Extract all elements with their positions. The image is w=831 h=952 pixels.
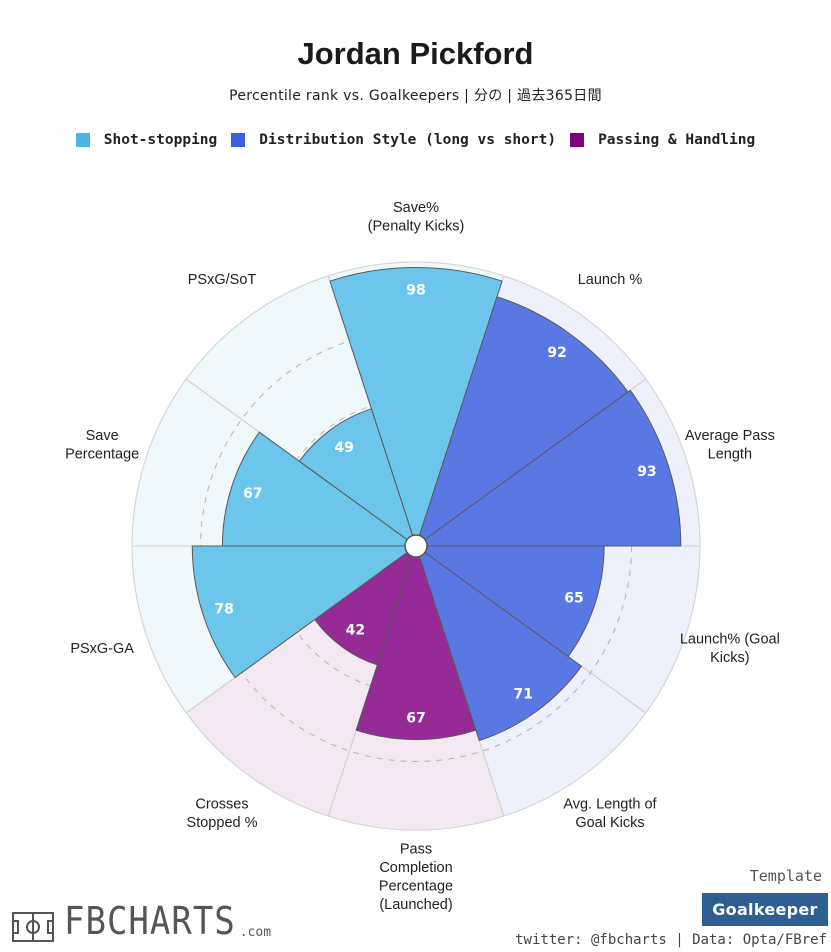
category-label-crosses-stopped: Crosses Stopped % [187, 797, 258, 832]
legend-swatch-passing [570, 133, 585, 147]
credits-text: twitter: @fbcharts | Data: Opta/FBref [515, 932, 827, 948]
category-label-psxg-sot: PSxG/SoT [188, 272, 257, 288]
legend-item-passing: Passing & Handling [570, 132, 755, 148]
pitch-icon [12, 912, 54, 942]
category-label-psxg-ga: PSxG-GA [70, 641, 134, 657]
logo-text: FBCHARTS [64, 899, 236, 945]
chart-title: Jordan Pickford [297, 36, 534, 71]
category-label-save-percentage: Save Percentage [65, 428, 139, 463]
value-label-average-pass-length: 93 [637, 464, 656, 480]
legend-label-passing: Passing & Handling [598, 132, 756, 148]
value-label-psxg-sot: 49 [334, 440, 353, 456]
value-label-save-percentage: 67 [243, 486, 262, 502]
legend-item-shot-stopping: Shot-stopping [75, 132, 218, 148]
category-label-launch: Launch % [578, 272, 643, 288]
legend: Shot-stopping Distribution Style (long v… [0, 132, 831, 148]
chart-subtitle: Percentile rank vs. Goalkeepers | 分の | 過… [229, 88, 602, 104]
center-hub [404, 534, 428, 558]
category-label-save-penalty-kicks: Save% (Penalty Kicks) [368, 200, 465, 235]
outer-ring [131, 261, 701, 831]
category-label-pass-completion-percentage-launched: Pass Completion Percentage (Launched) [379, 841, 453, 913]
category-label-launch-goal-kicks: Launch% (Goal Kicks) [680, 632, 780, 667]
template-badge: Goalkeeper [702, 893, 828, 926]
value-label-crosses-stopped: 42 [346, 622, 365, 638]
legend-label-distribution: Distribution Style (long vs short) [259, 132, 557, 148]
value-label-save-penalty-kicks: 98 [406, 282, 425, 298]
value-label-pass-completion-percentage-launched: 67 [406, 711, 425, 727]
legend-swatch-distribution [231, 133, 246, 147]
value-label-launch: 92 [547, 345, 566, 361]
value-label-launch-goal-kicks: 65 [564, 590, 583, 606]
fbcharts-logo: FBCHARTS .com [12, 902, 272, 942]
value-label-avg-length-of-goal-kicks: 71 [514, 687, 533, 703]
value-label-psxg-ga: 78 [214, 601, 233, 617]
category-label-avg-length-of-goal-kicks: Avg. Length of Goal Kicks [563, 797, 657, 832]
legend-item-distribution: Distribution Style (long vs short) [231, 132, 556, 148]
legend-swatch-shot-stopping [75, 133, 90, 147]
legend-label-shot-stopping: Shot-stopping [103, 132, 218, 148]
category-label-average-pass-length: Average Pass Length [685, 428, 775, 463]
template-label: Template [749, 867, 822, 885]
logo-suffix: .com [239, 925, 272, 940]
